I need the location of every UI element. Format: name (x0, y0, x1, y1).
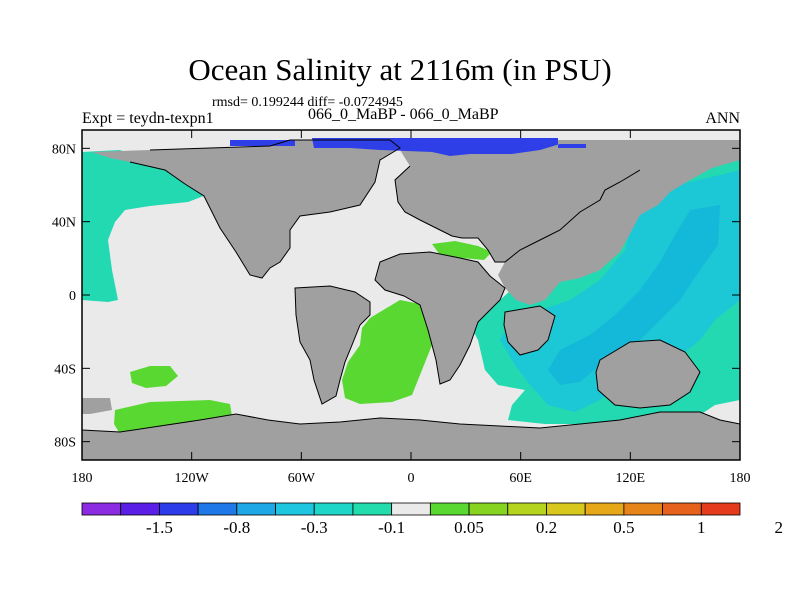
colorbar-swatch (81, 502, 122, 516)
colorbar-label: 0.05 (454, 518, 484, 537)
aqua-region-northpacific (82, 150, 215, 302)
colorbar-swatch (507, 502, 547, 516)
coast-in (503, 305, 556, 356)
land (82, 140, 740, 460)
colorbar-label: -0.3 (301, 518, 328, 537)
land-africa (375, 252, 505, 384)
land-southamerica (295, 286, 370, 404)
colorbar-swatch (391, 502, 431, 516)
colorbar-swatch (662, 502, 702, 516)
y-tick-label: 40S (54, 362, 76, 377)
colorbar-swatch (352, 502, 393, 516)
colorbar-swatch (120, 502, 160, 516)
coast-na (129, 139, 401, 279)
colorbar-swatch (236, 502, 276, 516)
map-field (82, 130, 740, 460)
colorbar-label: 0.5 (613, 518, 634, 537)
x-tick-label: 120W (175, 471, 210, 486)
colorbar-label: -0.1 (378, 518, 405, 537)
x-axis: 180 120W 60W 0 60E 120E 180 (72, 130, 751, 486)
comparison-label: 066_0_MaBP - 066_0_MaBP (308, 106, 499, 123)
coastlines (82, 139, 740, 433)
colorbar-swatch (623, 502, 663, 516)
x-tick-label: 120E (616, 471, 646, 486)
experiment-label: Expt = teydn-texpn1 (82, 110, 214, 127)
colorbar-label: -1.5 (146, 518, 173, 537)
colorbar-swatch (313, 502, 354, 516)
land-india-arabia (504, 306, 555, 355)
colorbar-swatch (546, 502, 586, 516)
colorbar-swatch (159, 502, 199, 516)
green-region-southpacific (114, 400, 232, 434)
land-northamerica (92, 140, 400, 278)
y-tick-label: 80S (54, 436, 76, 451)
green-blob (130, 366, 178, 388)
x-tick-label: 60E (509, 471, 532, 486)
coast-au (595, 339, 701, 409)
blue-region-arctic (230, 138, 586, 156)
colorbar-swatch (197, 502, 238, 516)
colorbar: -1.5 -0.8 -0.3 -0.1 0.05 0.2 0.5 1 2 (81, 502, 783, 537)
colorbar-swatch (468, 502, 509, 516)
y-tick-label: 40N (52, 216, 76, 231)
colorbar-label: -0.8 (223, 518, 250, 537)
land-greenland-arctic (390, 140, 640, 262)
colorbar-swatch (584, 502, 625, 516)
y-tick-label: 0 (69, 289, 76, 304)
y-axis: 80N 40N 0 40S 80S (52, 142, 740, 451)
y-tick-label: 80N (52, 142, 76, 157)
x-tick-label: 0 (408, 471, 415, 486)
coast-eu (394, 165, 641, 263)
colorbar-label: 1 (697, 518, 706, 537)
land-europe-asia (498, 140, 740, 305)
deep-cyan-region (548, 205, 720, 385)
stats-label: rmsd= 0.199244 diff= -0.0724945 (212, 95, 403, 110)
colorbar-label: 2 (774, 518, 783, 537)
coast-af (374, 251, 506, 385)
x-tick-label: 180 (72, 471, 93, 486)
colorbar-swatch (700, 502, 741, 516)
x-tick-label: 180 (730, 471, 751, 486)
season-label: ANN (705, 110, 740, 127)
colorbar-swatch (275, 502, 315, 516)
colorbar-label: 0.2 (536, 518, 557, 537)
green-region-southatlantic (342, 300, 438, 404)
land-australia (596, 340, 700, 408)
map-title: Ocean Salinity at 2116m (in PSU) (188, 52, 612, 87)
coast-sa (294, 285, 371, 405)
colorbar-swatch (429, 502, 470, 516)
coast-ant (82, 411, 740, 433)
x-tick-label: 60W (288, 471, 316, 486)
